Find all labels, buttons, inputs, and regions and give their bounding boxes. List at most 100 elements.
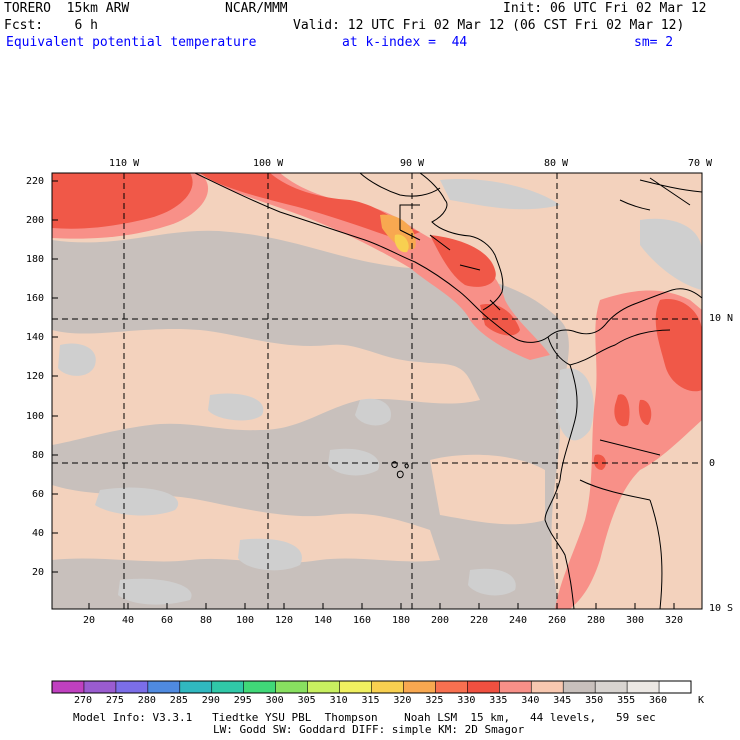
colorbar-label: 310 xyxy=(329,695,348,706)
peach-region-main xyxy=(52,173,702,609)
map-field xyxy=(52,173,702,609)
grey-patch-8 xyxy=(468,568,516,596)
lat-lon-grid xyxy=(52,173,702,609)
y-tick-label: 60 xyxy=(32,489,45,500)
colorbar-label: 270 xyxy=(74,695,93,706)
x-tick-label: 280 xyxy=(587,615,606,626)
grey-patch-caribbean xyxy=(640,218,702,290)
colorbar-swatch xyxy=(595,681,628,693)
south-america-borders xyxy=(569,329,671,609)
colorbar-swatch xyxy=(52,681,85,693)
galapagos-islands xyxy=(391,461,409,479)
colorbar-label: 290 xyxy=(201,695,220,706)
colorbar xyxy=(51,680,692,694)
red-region-nicaragua xyxy=(430,235,496,287)
colorbar-label: 340 xyxy=(521,695,540,706)
lon-label-110w: 110 W xyxy=(109,158,140,169)
x-tick-label: 300 xyxy=(626,615,645,626)
colorbar-label: 350 xyxy=(585,695,604,706)
x-tick-label: 240 xyxy=(509,615,528,626)
salmon-region-south-america xyxy=(555,290,702,609)
red-patch-3 xyxy=(638,399,652,425)
field-name: Equivalent potential temperature xyxy=(6,35,257,50)
colorbar-label: 330 xyxy=(457,695,476,706)
x-tick-label: 80 xyxy=(200,615,213,626)
red-patch-2 xyxy=(593,454,606,470)
grey-patch-7 xyxy=(118,578,192,605)
colorbar-swatch xyxy=(563,681,596,693)
colorbar-swatch xyxy=(179,681,213,693)
colorbar-label: 320 xyxy=(393,695,412,706)
colorbar-swatch xyxy=(307,681,340,693)
colorbar-label: 315 xyxy=(361,695,380,706)
red-region-northwest xyxy=(52,173,193,229)
lon-label-90w: 90 W xyxy=(400,158,425,169)
init-time: Init: 06 UTC Fri 02 Mar 12 xyxy=(503,1,707,16)
colorbar-label: 305 xyxy=(297,695,316,706)
colorbar-swatch xyxy=(467,681,500,693)
x-tick-label: 220 xyxy=(470,615,489,626)
y-tick-label: 220 xyxy=(26,176,45,187)
y-tick-label: 40 xyxy=(32,528,45,539)
coastlines xyxy=(194,173,702,609)
colorbar-swatch xyxy=(499,681,532,693)
peach-region-galapagos xyxy=(430,454,545,525)
valid-time: Valid: 12 UTC Fri 02 Mar 12 (06 CST Fri … xyxy=(293,18,685,33)
colorbar-label: 285 xyxy=(169,695,188,706)
yellow-region-guatemala xyxy=(394,234,409,253)
x-ticks xyxy=(88,603,675,609)
x-tick-label: 200 xyxy=(431,615,450,626)
colorbar-label: 335 xyxy=(489,695,508,706)
colorbar-swatch xyxy=(435,681,468,693)
colorbar-swatch xyxy=(627,681,660,693)
colorbar-swatch xyxy=(83,681,117,693)
lon-label-70w: 70 W xyxy=(688,158,713,169)
red-region-venezuela xyxy=(655,299,702,392)
colorbar-swatch xyxy=(403,681,436,693)
y-tick-label: 100 xyxy=(26,411,45,422)
grey-patch-1 xyxy=(58,343,96,376)
lat-label-equator: 0 xyxy=(709,458,716,469)
lat-label-10n: 10 N xyxy=(709,313,734,324)
caribbean-islands xyxy=(619,177,702,211)
x-tick-label: 140 xyxy=(314,615,333,626)
country-borders-central-america xyxy=(399,204,501,311)
y-tick-label: 120 xyxy=(26,371,45,382)
colorbar-swatch xyxy=(531,681,564,693)
model-info-line1: Model Info: V3.3.1 Tiedtke YSU PBL Thomp… xyxy=(73,711,656,724)
colorbar-swatch xyxy=(211,681,245,693)
y-tick-label: 80 xyxy=(32,450,45,461)
x-tick-label: 180 xyxy=(392,615,411,626)
x-tick-label: 320 xyxy=(665,615,684,626)
colorbar-label: 345 xyxy=(553,695,572,706)
colorbar-label: 355 xyxy=(617,695,636,706)
y-tick-label: 160 xyxy=(26,293,45,304)
colorbar-label: 275 xyxy=(105,695,124,706)
colorbar-swatch xyxy=(115,681,149,693)
colorbar-label: 325 xyxy=(425,695,444,706)
x-tick-label: 40 xyxy=(122,615,135,626)
y-tick-label: 20 xyxy=(32,567,45,578)
lon-label-100w: 100 W xyxy=(253,158,284,169)
red-region-coast xyxy=(200,173,420,240)
colorbar-label: 295 xyxy=(233,695,252,706)
colorbar-swatch xyxy=(371,681,404,693)
y-tick-label: 200 xyxy=(26,215,45,226)
grey-patch-gulf xyxy=(440,179,560,210)
colorbar-swatch xyxy=(339,681,372,693)
x-tick-label: 120 xyxy=(275,615,294,626)
yucatan-coast xyxy=(359,173,441,197)
grey-patch-2 xyxy=(208,393,264,421)
colorbar-label: 280 xyxy=(137,695,156,706)
smoothing: sm= 2 xyxy=(634,35,674,50)
x-tick-label: 100 xyxy=(236,615,255,626)
x-tick-label: 60 xyxy=(161,615,174,626)
x-tick-label: 160 xyxy=(353,615,372,626)
model-info-line2: LW: Godd SW: Goddard DIFF: simple KM: 2D… xyxy=(213,723,525,736)
lon-label-80w: 80 W xyxy=(544,158,569,169)
y-ticks xyxy=(52,180,58,573)
grey-patch-5 xyxy=(238,538,302,571)
caribbean-coast xyxy=(419,173,504,311)
lat-label-10s: 10 S xyxy=(709,603,734,614)
